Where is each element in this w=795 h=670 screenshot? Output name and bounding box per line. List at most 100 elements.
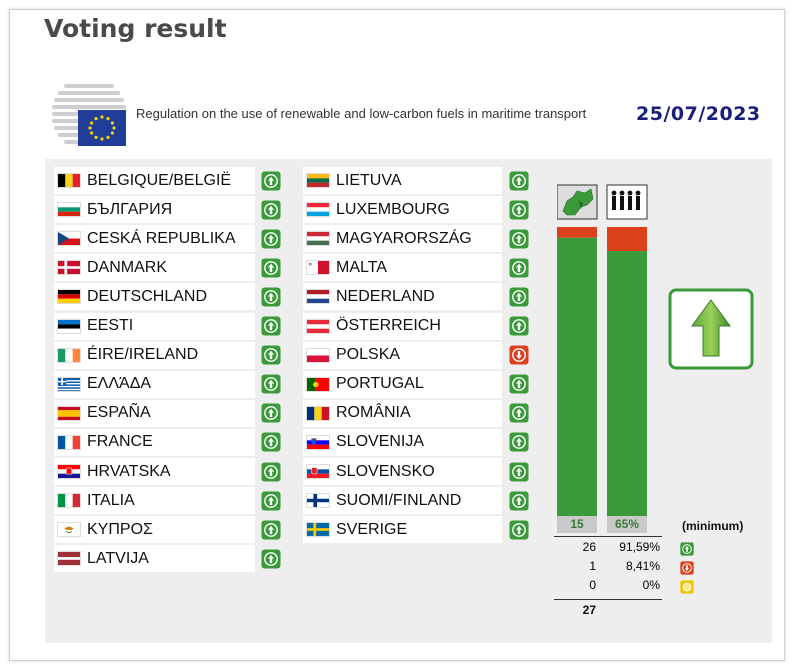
eu-map-icon — [557, 184, 598, 220]
country-row: ITALIA — [54, 487, 255, 515]
bar-for-0 — [557, 237, 597, 517]
vote-against-icon — [509, 345, 529, 365]
country-row: SUOMI/FINLAND — [303, 487, 502, 515]
flag-icon — [54, 173, 87, 188]
threshold-note: (minimum) — [682, 519, 744, 533]
flag-icon — [54, 464, 87, 479]
country-row: EESTI — [54, 312, 255, 340]
regulation-subject: Regulation on the use of renewable and l… — [136, 106, 587, 121]
vote-for-icon — [261, 491, 281, 511]
country-name: SLOVENSKO — [336, 462, 435, 480]
vote-for-icon — [509, 374, 529, 394]
vote-for-icon — [261, 171, 281, 191]
flag-icon — [303, 173, 336, 188]
flag-icon — [303, 434, 336, 450]
country-row: LATVIJA — [54, 545, 255, 573]
country-row: HRVATSKA — [54, 458, 255, 485]
country-row: ESPAÑA — [54, 399, 255, 427]
vote-for-icon — [261, 229, 281, 249]
total-against-percent: 8,41% — [625, 559, 660, 573]
flag-icon — [303, 493, 336, 509]
vote-for-icon — [261, 432, 281, 452]
flag-icon — [54, 231, 87, 247]
flag-icon — [54, 434, 87, 450]
country-name: LATVIJA — [87, 549, 149, 567]
country-name: ΕΛΛΆΔΑ — [87, 375, 152, 393]
vote-abstain-icon — [680, 579, 694, 598]
country-name: SLOVENIJA — [336, 433, 425, 451]
vote-for-icon — [261, 520, 281, 540]
country-name: ITALIA — [87, 491, 135, 509]
country-name: NEDERLAND — [336, 287, 435, 305]
total-count: 27 — [582, 603, 596, 617]
country-name: MAGYARORSZÁG — [336, 229, 472, 247]
country-name: EESTI — [87, 317, 134, 334]
vote-for-icon — [261, 258, 281, 278]
population-icon — [606, 184, 648, 220]
vote-for-icon — [509, 171, 529, 191]
vote-for-icon — [509, 520, 529, 540]
total-for-count: 26 — [582, 540, 596, 554]
country-row: ΚΥΠΡΟΣ — [54, 516, 255, 544]
flag-icon — [303, 289, 336, 305]
country-row: BELGIQUE/BELGIË — [54, 167, 255, 194]
flag-icon — [303, 231, 336, 247]
country-row: ÉIRE/IRELAND — [54, 341, 255, 369]
country-row: FRANCE — [54, 428, 255, 456]
country-row: DANMARK — [54, 254, 255, 282]
country-name: PORTUGAL — [336, 375, 424, 393]
country-name: HRVATSKA — [87, 462, 171, 480]
country-row: ΕΛΛΆΔΑ — [54, 370, 255, 398]
flag-icon — [303, 405, 336, 421]
result-box — [668, 288, 754, 370]
vote-for-icon — [261, 403, 281, 423]
vote-for-icon — [261, 316, 281, 336]
total-abstain-count: 0 — [589, 578, 596, 592]
country-row: NEDERLAND — [303, 283, 502, 311]
country-name: SVERIGE — [336, 520, 408, 538]
threshold-states-label: 15 — [570, 517, 584, 531]
country-row: SVERIGE — [303, 516, 502, 544]
flag-icon — [303, 376, 336, 392]
vote-for-icon — [509, 403, 529, 423]
country-name: MALTA — [336, 258, 387, 276]
country-name: DEUTSCHLAND — [87, 287, 208, 305]
bar-against-0 — [557, 227, 597, 238]
country-name: ESPAÑA — [87, 404, 151, 422]
vote-for-icon — [509, 258, 529, 278]
vote-for-icon — [261, 287, 281, 307]
vote-for-icon — [261, 462, 281, 482]
country-row: ROMÂNIA — [303, 399, 502, 427]
flag-icon — [303, 464, 336, 479]
total-abstain-percent: 0% — [642, 578, 660, 592]
total-for-percent: 91,59% — [619, 540, 660, 554]
country-row: LIETUVA — [303, 167, 502, 194]
vote-against-icon — [680, 560, 694, 579]
vote-for-icon — [680, 541, 694, 560]
country-name: ROMÂNIA — [336, 404, 411, 422]
page-title: Voting result — [44, 14, 227, 43]
country-name: ÖSTERREICH — [336, 317, 441, 334]
country-row: БЪЛГАРИЯ — [54, 196, 255, 224]
vote-for-icon — [261, 549, 281, 569]
country-name: LIETUVA — [336, 171, 402, 189]
council-logo-icon — [52, 84, 126, 146]
vote-for-icon — [509, 491, 529, 511]
flag-icon — [54, 347, 87, 363]
totals-bottom-line — [554, 599, 662, 600]
threshold-population-box: 65% — [607, 516, 647, 533]
country-name: DANMARK — [87, 258, 168, 276]
threshold-population-label: 65% — [614, 517, 640, 531]
flag-icon — [54, 551, 87, 567]
vote-for-icon — [261, 200, 281, 220]
country-row: DEUTSCHLAND — [54, 283, 255, 311]
country-row: LUXEMBOURG — [303, 196, 502, 224]
country-row: MALTA — [303, 254, 502, 282]
vote-for-icon — [509, 229, 529, 249]
country-name: FRANCE — [87, 433, 153, 451]
country-row: CESKÁ REPUBLIKA — [54, 225, 255, 253]
country-row: SLOVENIJA — [303, 428, 502, 456]
country-row: ÖSTERREICH — [303, 312, 502, 340]
vote-for-icon — [261, 374, 281, 394]
flag-icon — [303, 318, 336, 334]
